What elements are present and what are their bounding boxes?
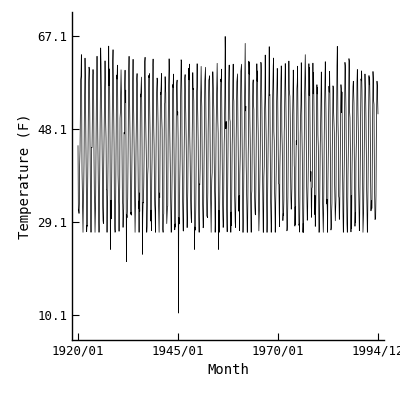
X-axis label: Month: Month	[207, 364, 249, 378]
Y-axis label: Temperature (F): Temperature (F)	[18, 113, 32, 239]
